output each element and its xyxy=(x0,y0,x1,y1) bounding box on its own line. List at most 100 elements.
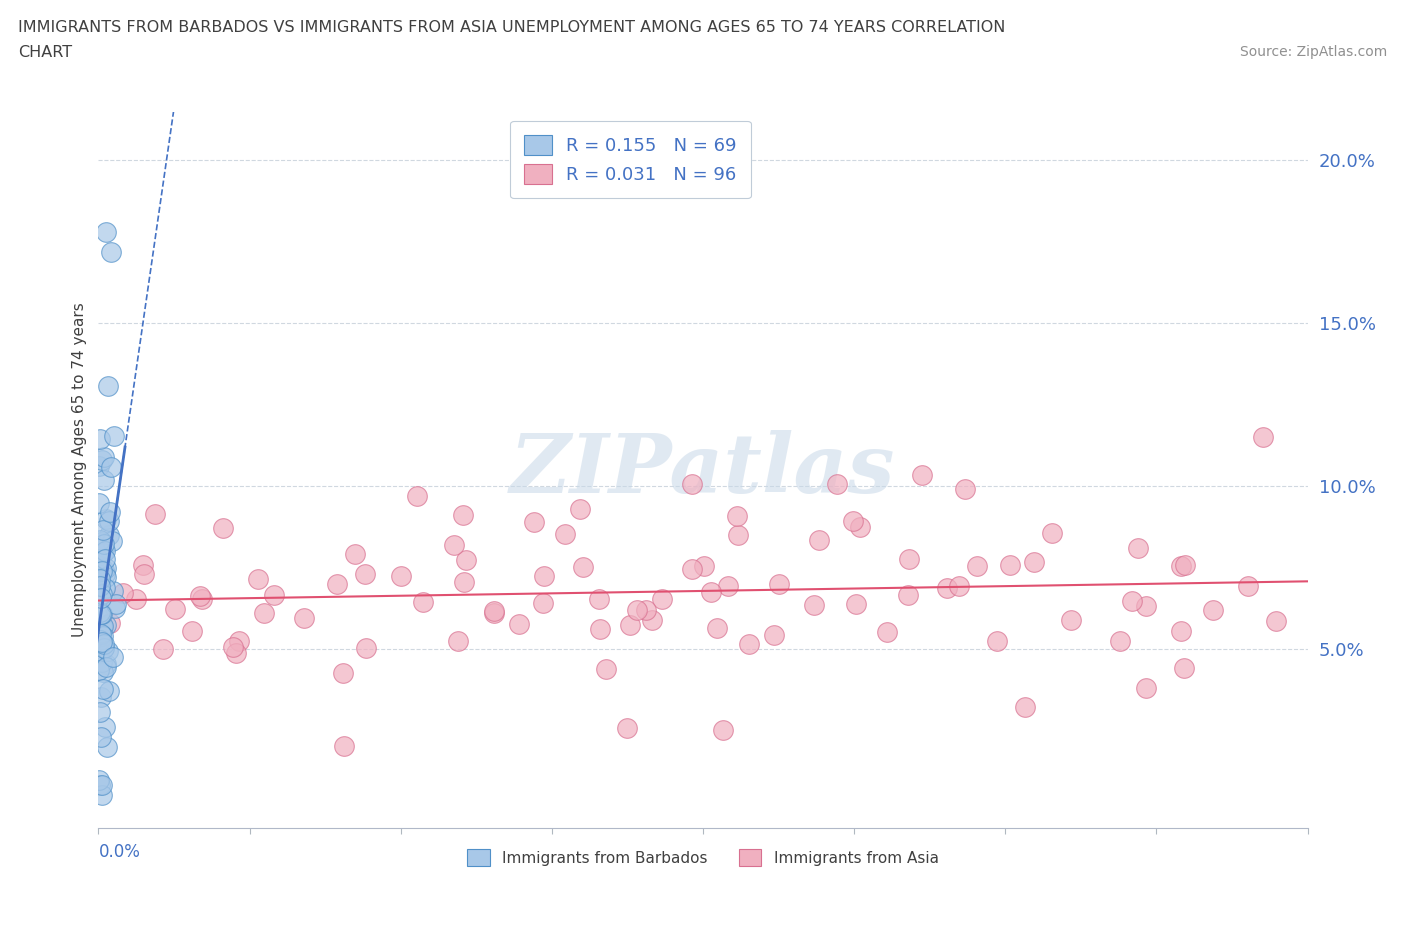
Point xyxy=(343,547,366,562)
Point xyxy=(389,569,412,584)
Point xyxy=(90,558,112,573)
Point xyxy=(89,777,111,792)
Point xyxy=(453,508,475,523)
Point xyxy=(89,533,111,548)
Point xyxy=(725,509,748,524)
Point xyxy=(91,452,114,467)
Point xyxy=(89,604,111,619)
Point xyxy=(354,640,377,655)
Point xyxy=(447,633,470,648)
Point xyxy=(717,578,740,593)
Point xyxy=(326,577,349,591)
Point xyxy=(1040,525,1063,540)
Point xyxy=(263,588,285,603)
Point xyxy=(94,618,117,632)
Point xyxy=(693,558,716,573)
Point xyxy=(651,591,673,606)
Point xyxy=(589,621,612,636)
Point xyxy=(225,645,247,660)
Point xyxy=(104,600,127,615)
Point xyxy=(90,591,112,605)
Point xyxy=(94,566,117,581)
Point xyxy=(89,432,111,446)
Point xyxy=(91,788,114,803)
Point xyxy=(89,578,111,593)
Point xyxy=(90,777,112,792)
Point xyxy=(568,501,591,516)
Point xyxy=(100,616,122,631)
Point xyxy=(89,458,111,473)
Point xyxy=(90,606,112,621)
Point xyxy=(1022,554,1045,569)
Point xyxy=(131,557,153,572)
Point xyxy=(406,488,429,503)
Point xyxy=(90,689,112,704)
Point xyxy=(94,570,117,585)
Point xyxy=(443,538,465,552)
Text: ZIPatlas: ZIPatlas xyxy=(510,430,896,510)
Point xyxy=(93,563,115,578)
Point xyxy=(100,459,122,474)
Point xyxy=(1135,681,1157,696)
Point xyxy=(96,644,118,658)
Point xyxy=(97,379,120,393)
Point xyxy=(825,476,848,491)
Point xyxy=(533,568,555,583)
Point xyxy=(90,634,112,649)
Point xyxy=(93,472,115,487)
Point xyxy=(354,566,377,581)
Y-axis label: Unemployment Among Ages 65 to 74 years: Unemployment Among Ages 65 to 74 years xyxy=(72,302,87,637)
Point xyxy=(588,591,610,606)
Point xyxy=(97,514,120,529)
Point xyxy=(91,628,114,643)
Point xyxy=(94,581,117,596)
Point xyxy=(876,625,898,640)
Point xyxy=(619,618,641,632)
Point xyxy=(91,665,114,680)
Point xyxy=(1264,614,1286,629)
Point xyxy=(1173,660,1195,675)
Text: CHART: CHART xyxy=(18,45,72,60)
Point xyxy=(125,591,148,606)
Point xyxy=(595,662,617,677)
Point xyxy=(91,618,114,633)
Point xyxy=(91,523,114,538)
Point xyxy=(87,496,110,511)
Point xyxy=(681,476,703,491)
Point xyxy=(90,655,112,670)
Point xyxy=(966,558,988,573)
Point xyxy=(211,521,233,536)
Point xyxy=(93,537,115,551)
Point xyxy=(89,704,111,719)
Point xyxy=(1170,558,1192,573)
Point xyxy=(616,721,638,736)
Point xyxy=(100,244,122,259)
Point xyxy=(89,632,111,647)
Point xyxy=(90,729,112,744)
Point xyxy=(711,723,734,737)
Point xyxy=(482,605,505,620)
Point xyxy=(103,429,125,444)
Point xyxy=(97,684,120,698)
Point xyxy=(93,637,115,652)
Point xyxy=(1202,603,1225,618)
Point xyxy=(1135,598,1157,613)
Point xyxy=(897,551,920,566)
Point xyxy=(845,596,868,611)
Point xyxy=(90,627,112,642)
Point xyxy=(134,566,156,581)
Point xyxy=(94,659,117,674)
Point xyxy=(94,720,117,735)
Point xyxy=(87,773,110,788)
Point xyxy=(93,545,115,560)
Point xyxy=(188,589,211,604)
Point xyxy=(101,534,124,549)
Point xyxy=(246,571,269,586)
Point xyxy=(681,561,703,576)
Point xyxy=(90,586,112,601)
Point xyxy=(101,584,124,599)
Point xyxy=(986,634,1008,649)
Point xyxy=(897,588,920,603)
Point xyxy=(412,595,434,610)
Point xyxy=(1109,634,1132,649)
